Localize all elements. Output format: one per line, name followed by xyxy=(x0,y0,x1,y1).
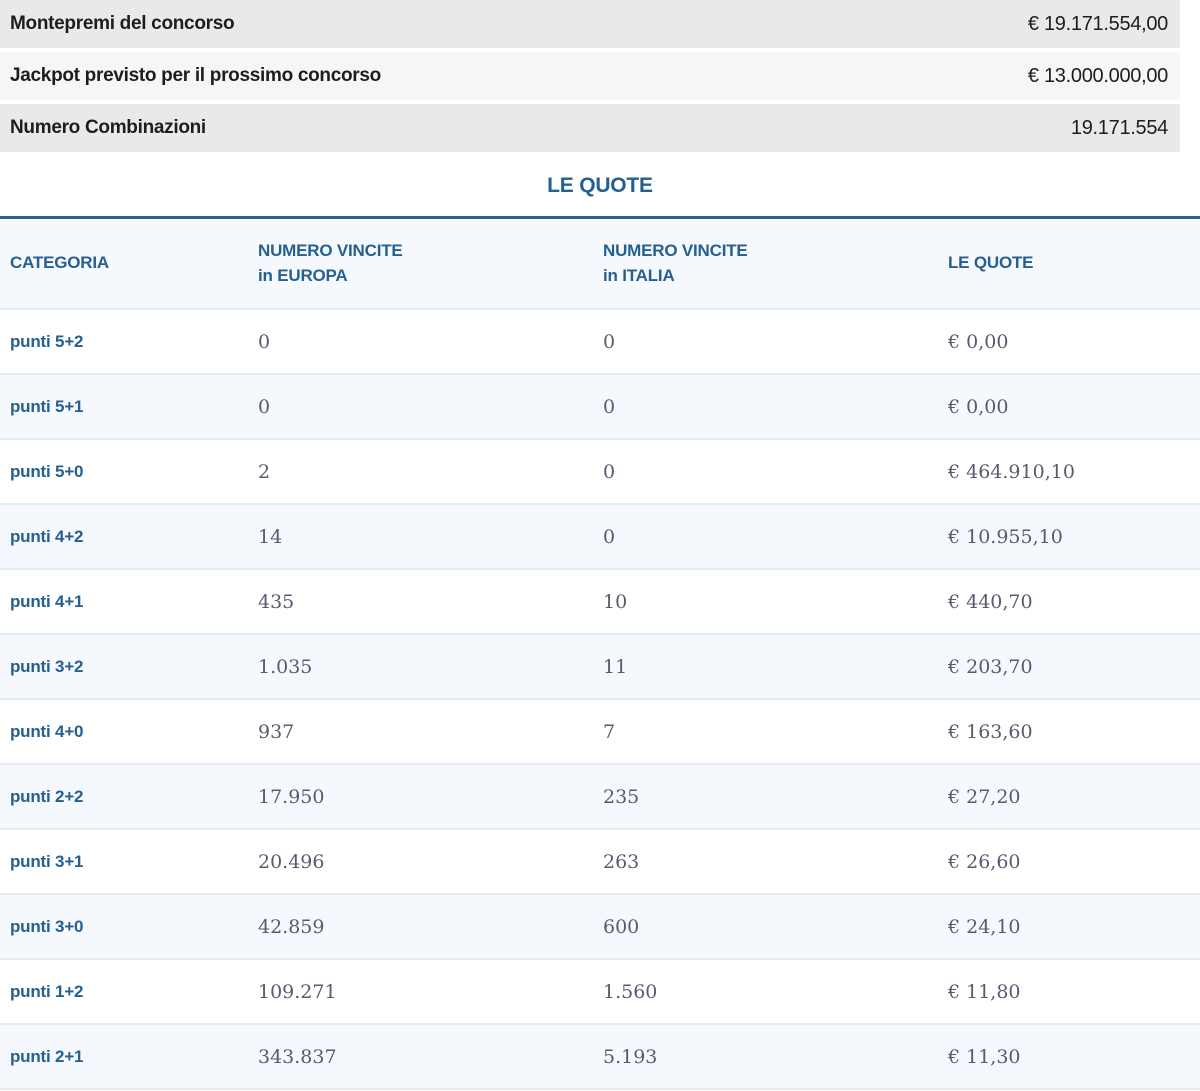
table-row: punti 4+0 937 7 € 163,60 xyxy=(0,698,1200,763)
quote-amount: € 203,70 xyxy=(948,655,1033,678)
wins-italy: 0 xyxy=(603,460,616,483)
table-row: punti 2+2 17.950 235 € 27,20 xyxy=(0,763,1200,828)
wins-italy: 1.560 xyxy=(603,980,658,1003)
category-label: punti 5+1 xyxy=(10,396,84,416)
category-label: punti 3+1 xyxy=(10,851,84,871)
table-row: punti 5+1 0 0 € 0,00 xyxy=(0,373,1200,438)
header-vincite-europa: NUMERO VINCITE in EUROPA xyxy=(258,239,603,288)
category-label: punti 4+2 xyxy=(10,526,84,546)
table-row: punti 4+1 435 10 € 440,70 xyxy=(0,568,1200,633)
header-vincite-italia: NUMERO VINCITE in ITALIA xyxy=(603,239,948,288)
quote-amount: € 440,70 xyxy=(948,590,1033,613)
quote-amount: € 10.955,10 xyxy=(948,525,1063,548)
header-vincite-italia-line1: NUMERO VINCITE xyxy=(603,240,748,260)
header-categoria: CATEGORIA xyxy=(10,253,109,273)
wins-italy: 5.193 xyxy=(603,1045,658,1068)
quote-amount: € 0,00 xyxy=(948,330,1009,353)
summary-row-combinazioni: Numero Combinazioni 19.171.554 xyxy=(0,104,1180,152)
jackpot-label: Jackpot previsto per il prossimo concors… xyxy=(10,65,381,86)
table-header-row: CATEGORIA NUMERO VINCITE in EUROPA NUMER… xyxy=(0,219,1200,308)
le-quote-title-wrap: LE QUOTE xyxy=(0,156,1200,216)
header-vincite-europa-line1: NUMERO VINCITE xyxy=(258,240,403,260)
wins-europe: 14 xyxy=(258,525,283,548)
quote-amount: € 11,80 xyxy=(948,980,1021,1003)
quote-amount: € 27,20 xyxy=(948,785,1021,808)
quote-amount: € 0,00 xyxy=(948,395,1009,418)
summary-row-jackpot: Jackpot previsto per il prossimo concors… xyxy=(0,52,1180,100)
wins-europe: 343.837 xyxy=(258,1045,337,1068)
quote-amount: € 464.910,10 xyxy=(948,460,1075,483)
table-row: punti 3+2 1.035 11 € 203,70 xyxy=(0,633,1200,698)
wins-europe: 20.496 xyxy=(258,850,325,873)
wins-italy: 263 xyxy=(603,850,640,873)
wins-italy: 235 xyxy=(603,785,640,808)
wins-europe: 937 xyxy=(258,720,295,743)
wins-italy: 0 xyxy=(603,330,616,353)
table-row: punti 4+2 14 0 € 10.955,10 xyxy=(0,503,1200,568)
quote-amount: € 11,30 xyxy=(948,1045,1021,1068)
table-row: punti 5+0 2 0 € 464.910,10 xyxy=(0,438,1200,503)
section-title: LE QUOTE xyxy=(547,174,653,197)
wins-italy: 7 xyxy=(603,720,616,743)
quote-amount: € 26,60 xyxy=(948,850,1021,873)
header-vincite-europa-line2: in EUROPA xyxy=(258,265,348,285)
table-body: punti 5+2 0 0 € 0,00 punti 5+1 0 0 € 0,0… xyxy=(0,308,1200,1090)
table-row: punti 2+1 343.837 5.193 € 11,30 xyxy=(0,1023,1200,1088)
table-row: punti 5+2 0 0 € 0,00 xyxy=(0,308,1200,373)
category-label: punti 2+2 xyxy=(10,786,84,806)
prize-summary: Montepremi del concorso € 19.171.554,00 … xyxy=(0,0,1200,152)
category-label: punti 5+2 xyxy=(10,331,84,351)
wins-italy: 10 xyxy=(603,590,628,613)
category-label: punti 4+1 xyxy=(10,591,84,611)
wins-italy: 11 xyxy=(603,655,628,678)
wins-italy: 600 xyxy=(603,915,640,938)
header-vincite-italia-line2: in ITALIA xyxy=(603,265,675,285)
wins-europe: 1.035 xyxy=(258,655,313,678)
category-label: punti 5+0 xyxy=(10,461,84,481)
quote-amount: € 24,10 xyxy=(948,915,1021,938)
wins-europe: 42.859 xyxy=(258,915,325,938)
category-label: punti 3+0 xyxy=(10,916,84,936)
table-row: punti 1+2 109.271 1.560 € 11,80 xyxy=(0,958,1200,1023)
table-row: punti 3+1 20.496 263 € 26,60 xyxy=(0,828,1200,893)
combinazioni-label: Numero Combinazioni xyxy=(10,117,206,138)
wins-italy: 0 xyxy=(603,395,616,418)
wins-europe: 0 xyxy=(258,330,271,353)
category-label: punti 1+2 xyxy=(10,981,84,1001)
wins-europe: 0 xyxy=(258,395,271,418)
montepremi-label: Montepremi del concorso xyxy=(10,13,235,34)
wins-europe: 2 xyxy=(258,460,271,483)
category-label: punti 2+1 xyxy=(10,1046,84,1066)
table-row: punti 3+0 42.859 600 € 24,10 xyxy=(0,893,1200,958)
wins-italy: 0 xyxy=(603,525,616,548)
wins-europe: 109.271 xyxy=(258,980,337,1003)
quote-table: CATEGORIA NUMERO VINCITE in EUROPA NUMER… xyxy=(0,216,1200,1090)
wins-europe: 435 xyxy=(258,590,295,613)
category-label: punti 4+0 xyxy=(10,721,84,741)
jackpot-value: € 13.000.000,00 xyxy=(1027,64,1168,87)
combinazioni-value: 19.171.554 xyxy=(1070,116,1168,139)
wins-europe: 17.950 xyxy=(258,785,325,808)
quote-amount: € 163,60 xyxy=(948,720,1033,743)
category-label: punti 3+2 xyxy=(10,656,84,676)
montepremi-value: € 19.171.554,00 xyxy=(1027,12,1168,35)
header-le-quote: LE QUOTE xyxy=(948,253,1034,273)
summary-row-montepremi: Montepremi del concorso € 19.171.554,00 xyxy=(0,0,1180,48)
